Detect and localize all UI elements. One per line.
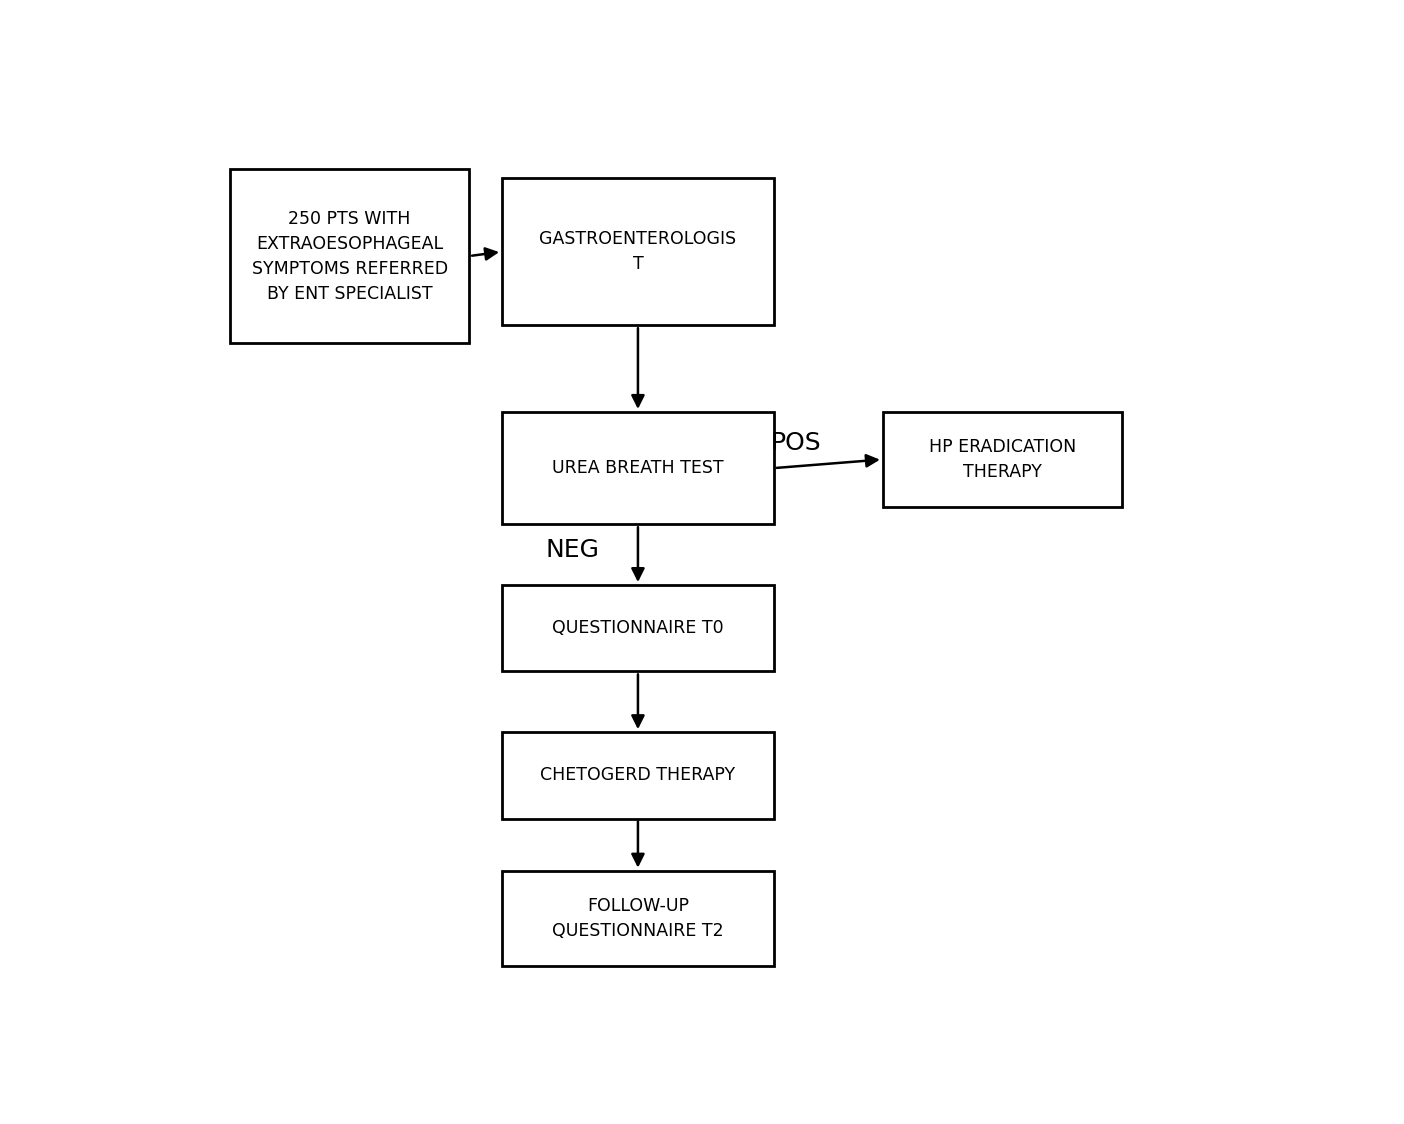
FancyBboxPatch shape <box>503 411 774 524</box>
Text: FOLLOW-UP
QUESTIONNAIRE T2: FOLLOW-UP QUESTIONNAIRE T2 <box>552 897 723 940</box>
Text: CHETOGERD THERAPY: CHETOGERD THERAPY <box>541 767 736 785</box>
FancyBboxPatch shape <box>503 178 774 325</box>
Text: UREA BREATH TEST: UREA BREATH TEST <box>552 459 723 477</box>
FancyBboxPatch shape <box>230 170 469 343</box>
Text: 250 PTS WITH
EXTRAOESOPHAGEAL
SYMPTOMS REFERRED
BY ENT SPECIALIST: 250 PTS WITH EXTRAOESOPHAGEAL SYMPTOMS R… <box>251 209 448 302</box>
Text: NEG: NEG <box>546 538 600 562</box>
Text: GASTROENTEROLOGIS
T: GASTROENTEROLOGIS T <box>539 230 737 273</box>
Text: QUESTIONNAIRE T0: QUESTIONNAIRE T0 <box>552 619 723 637</box>
FancyBboxPatch shape <box>503 584 774 671</box>
FancyBboxPatch shape <box>503 732 774 818</box>
Text: POS: POS <box>771 432 821 455</box>
FancyBboxPatch shape <box>883 411 1122 507</box>
FancyBboxPatch shape <box>503 870 774 966</box>
Text: HP ERADICATION
THERAPY: HP ERADICATION THERAPY <box>929 438 1075 481</box>
